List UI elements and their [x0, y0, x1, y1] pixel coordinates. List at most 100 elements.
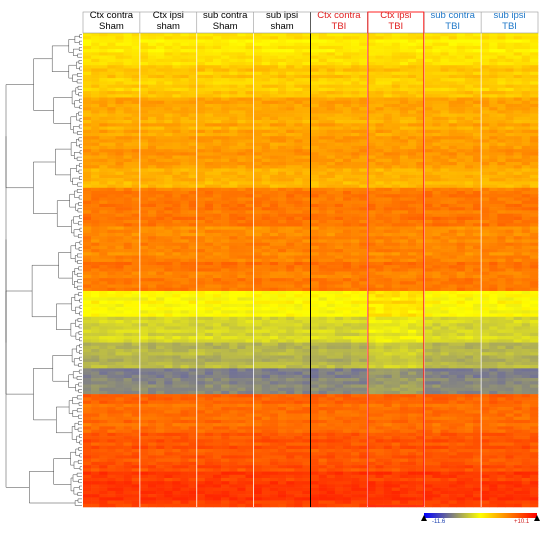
heatmap-cell	[269, 197, 279, 201]
heatmap-cell	[245, 171, 254, 176]
heatmap-cell	[310, 120, 319, 124]
heatmap-cell	[473, 139, 482, 143]
heatmap-cell	[351, 113, 360, 118]
heatmap-cell	[83, 178, 92, 182]
heatmap-cell	[351, 274, 360, 279]
heatmap-cell	[188, 207, 198, 211]
heatmap-cell	[513, 58, 523, 63]
heatmap-cell	[391, 232, 401, 237]
heatmap-cell	[148, 174, 157, 179]
heatmap-cell	[172, 252, 181, 256]
heatmap-cell	[521, 78, 531, 82]
heatmap-cell	[278, 245, 287, 250]
heatmap-cell	[237, 187, 246, 192]
heatmap-cell	[529, 184, 539, 189]
heatmap-cell	[164, 132, 173, 137]
heatmap-cell	[196, 84, 206, 89]
heatmap-cell	[164, 62, 173, 66]
heatmap-cell	[399, 126, 409, 131]
heatmap-cell	[107, 103, 116, 108]
heatmap-cell	[416, 203, 425, 208]
heatmap-cell	[204, 103, 214, 108]
heatmap-cell	[269, 220, 279, 224]
heatmap-cell	[432, 49, 441, 53]
heatmap-cell	[408, 62, 417, 66]
heatmap-cell	[83, 97, 92, 102]
heatmap-cell	[464, 91, 474, 95]
heatmap-cell	[334, 307, 344, 311]
heatmap-cell	[83, 103, 92, 108]
heatmap-cell	[83, 65, 92, 69]
heatmap-cell	[261, 261, 271, 266]
heatmap-cell	[278, 194, 287, 198]
heatmap-cell	[481, 229, 490, 234]
heatmap-cell	[83, 316, 92, 321]
heatmap-cell	[375, 81, 384, 85]
heatmap-cell	[513, 87, 523, 92]
heatmap-cell	[253, 107, 263, 111]
heatmap-cell	[91, 116, 100, 121]
heatmap-cell	[367, 165, 376, 169]
heatmap-cell	[294, 174, 303, 179]
heatmap-cell	[180, 36, 189, 40]
heatmap-cell	[221, 155, 230, 160]
heatmap-cell	[505, 171, 514, 176]
heatmap-cell	[440, 94, 449, 98]
heatmap-cell	[440, 168, 449, 172]
heatmap-cell	[139, 62, 149, 66]
heatmap-cell	[180, 103, 189, 108]
heatmap-cell	[416, 126, 425, 131]
heatmap-cell	[399, 210, 409, 214]
heatmap-cell	[448, 181, 458, 185]
heatmap-cell	[326, 78, 336, 82]
heatmap-cell	[156, 194, 165, 198]
heatmap-cell	[529, 316, 539, 321]
heatmap-cell	[164, 200, 173, 205]
heatmap-cell	[237, 142, 246, 147]
heatmap-cell	[237, 242, 246, 247]
heatmap-cell	[334, 42, 344, 47]
heatmap-cell	[464, 232, 474, 237]
heatmap-cell	[269, 294, 279, 298]
heatmap-cell	[286, 155, 295, 160]
heatmap-cell	[107, 149, 116, 153]
heatmap-cell	[164, 71, 173, 76]
heatmap-cell	[521, 81, 531, 85]
heatmap-cell	[139, 71, 149, 76]
heatmap-cell	[253, 62, 263, 66]
heatmap-cell	[391, 258, 401, 263]
heatmap-cell	[172, 81, 181, 85]
heatmap-cell	[351, 84, 360, 89]
heatmap-cell	[269, 236, 279, 240]
heatmap-cell	[343, 316, 352, 321]
heatmap-cell	[131, 316, 141, 321]
heatmap-cell	[399, 252, 409, 256]
heatmap-cell	[180, 113, 189, 118]
heatmap-cell	[229, 33, 238, 37]
heatmap-cell	[310, 145, 319, 150]
heatmap-cell	[148, 84, 157, 89]
heatmap-cell	[310, 126, 319, 131]
heatmap-cell	[204, 107, 214, 111]
heatmap-cell	[334, 91, 344, 95]
heatmap-cell	[172, 278, 181, 282]
heatmap-cell	[123, 139, 133, 143]
heatmap-cell	[334, 181, 344, 185]
heatmap-cell	[383, 129, 393, 134]
heatmap-cell	[156, 39, 165, 43]
heatmap-cell	[521, 268, 531, 272]
heatmap-cell	[196, 220, 206, 224]
heatmap-cell	[148, 239, 157, 243]
heatmap-cell	[131, 49, 141, 53]
heatmap-cell	[107, 229, 116, 234]
heatmap-cell	[188, 58, 198, 63]
heatmap-cell	[91, 126, 100, 131]
heatmap-cell	[318, 74, 328, 79]
heatmap-cell	[139, 207, 149, 211]
heatmap-cell	[83, 161, 92, 166]
heatmap-cell	[180, 265, 189, 269]
heatmap-cell	[343, 271, 352, 276]
heatmap-cell	[334, 220, 344, 224]
heatmap-cell	[83, 139, 92, 143]
heatmap-cell	[521, 229, 531, 234]
